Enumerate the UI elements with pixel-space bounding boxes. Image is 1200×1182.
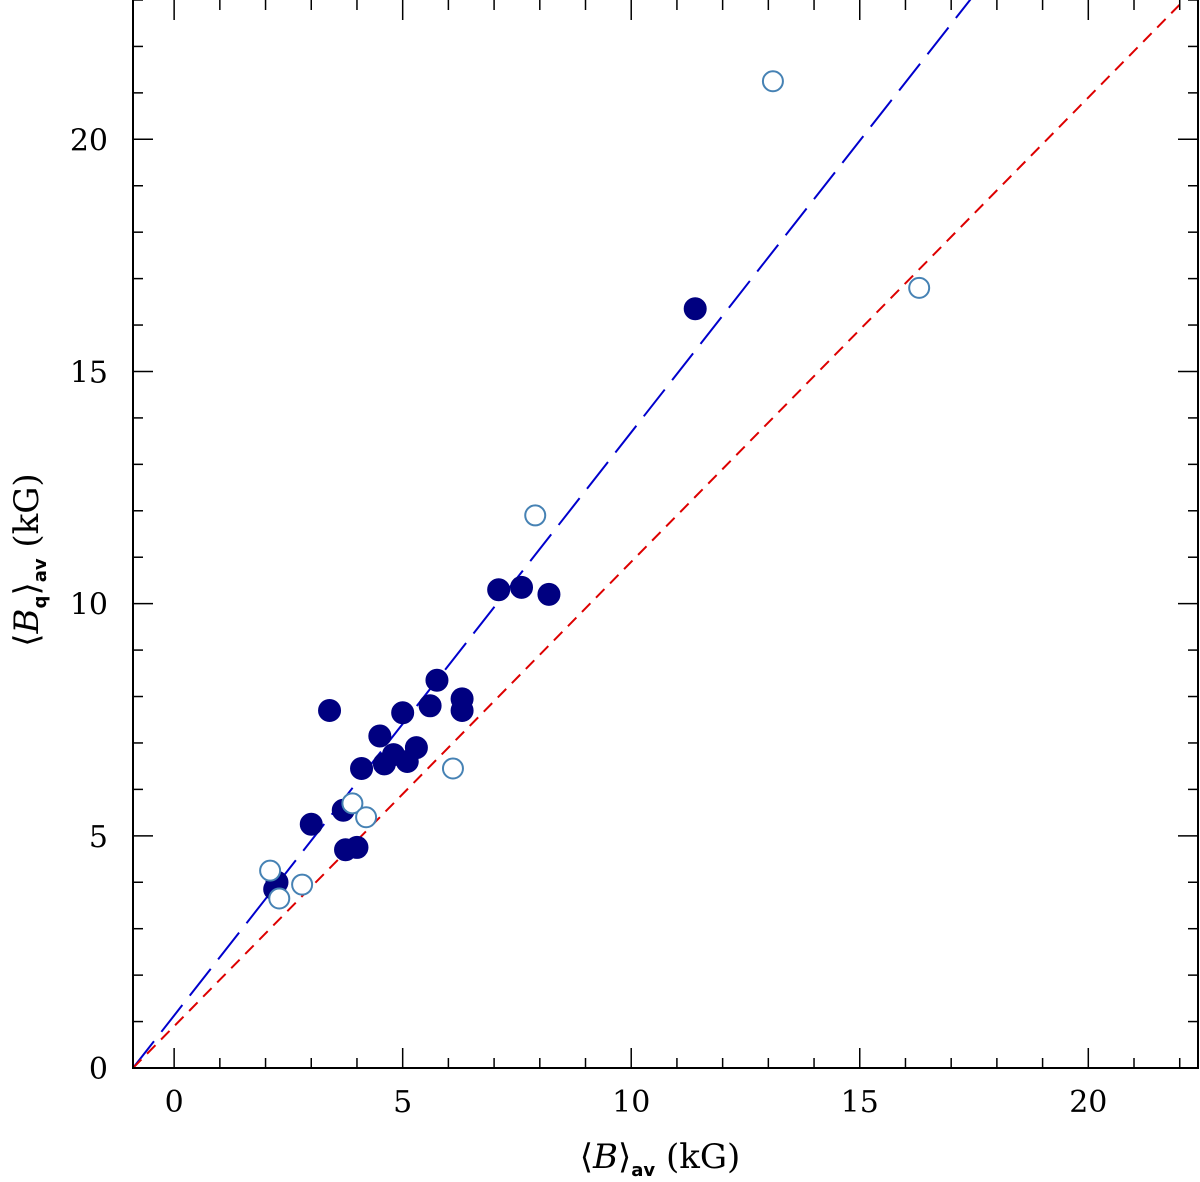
reference-lines [133, 0, 1186, 1068]
open-point [259, 859, 282, 882]
filled-point [350, 756, 374, 780]
open-point [761, 70, 784, 93]
x-axis-label: ⟨B⟩av (kG) [580, 1137, 741, 1181]
x-tick-label: 20 [1069, 1085, 1107, 1120]
filled-point [299, 812, 323, 836]
identity-line [133, 0, 1186, 1068]
y-tick-label: 15 [70, 355, 108, 390]
axis-ticks [133, 0, 1198, 1069]
filled-point [487, 578, 511, 602]
x-tick-label: 15 [841, 1085, 879, 1120]
filled-point [404, 736, 428, 760]
x-tick-label: 5 [393, 1085, 412, 1120]
data-points [259, 70, 931, 910]
filled-point [418, 694, 442, 718]
tick-labels: 0 5 10 15 20 0 5 10 15 20 [70, 123, 1108, 1120]
open-point [908, 276, 931, 299]
x-tick-label: 0 [165, 1085, 184, 1120]
filled-point [425, 668, 449, 692]
y-tick-label: 20 [70, 123, 108, 158]
open-point [441, 757, 464, 780]
y-tick-label: 0 [89, 1052, 108, 1087]
y-tick-label: 5 [89, 820, 108, 855]
filled-point [318, 698, 342, 722]
filled-point [683, 297, 707, 321]
fit-line [133, 0, 972, 1068]
filled-point [345, 835, 369, 859]
open-point [524, 504, 547, 527]
filled-point [368, 724, 392, 748]
open-point [355, 806, 378, 829]
y-tick-label: 10 [70, 588, 108, 623]
open-point [268, 887, 291, 910]
filled-point [391, 701, 415, 725]
open-point [341, 792, 364, 815]
plot-frame [132, 0, 1199, 1069]
filled-point [510, 575, 534, 599]
open-point [291, 873, 314, 896]
filled-point [450, 698, 474, 722]
y-axis-label: ⟨Bq⟩av (kG) [7, 473, 51, 646]
filled-point [537, 582, 561, 606]
x-tick-label: 10 [612, 1085, 650, 1120]
